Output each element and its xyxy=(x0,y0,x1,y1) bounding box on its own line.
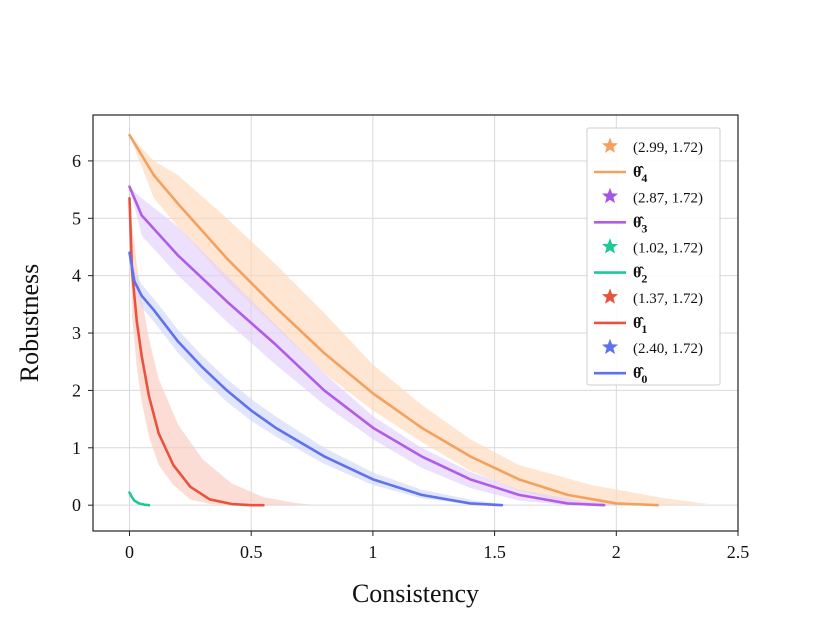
y-tick-label: 6 xyxy=(72,151,81,171)
legend-series-label: θ̂2 xyxy=(633,265,647,286)
y-tick-label: 0 xyxy=(72,495,81,515)
band-theta-4 xyxy=(129,135,709,506)
legend-series-label: θ̂4 xyxy=(633,164,647,185)
legend-star-theta-1 xyxy=(601,288,619,304)
y-tick-label: 2 xyxy=(72,380,81,400)
line-theta-1 xyxy=(128,196,265,507)
legend: (2.99, 1.72) θ̂4 (2.87, 1.72) θ̂3 (1.02, 1.7… xyxy=(586,127,721,386)
legend-star-theta-4 xyxy=(601,137,619,153)
legend-star-label: (2.99, 1.72) xyxy=(633,140,703,156)
legend-series-label: θ̂3 xyxy=(633,214,647,235)
y-tick-label: 5 xyxy=(72,208,81,228)
y-tick-label: 4 xyxy=(72,266,81,286)
legend-series-label: θ̂0 xyxy=(633,365,647,386)
y-axis-label: Robustness xyxy=(15,264,44,382)
legend-star-label: (2.40, 1.72) xyxy=(633,341,703,357)
legend-star-theta-3 xyxy=(601,187,619,204)
x-tick-label: 2.5 xyxy=(727,542,750,562)
x-tick-label: 1.5 xyxy=(483,542,506,562)
y-axis-ticks: 0 1 2 3 4 5 6 xyxy=(72,151,93,515)
y-tick-label: 3 xyxy=(72,323,81,343)
legend-star-label: (1.02, 1.72) xyxy=(633,241,703,257)
plot-frame xyxy=(92,114,739,532)
legend-star-theta-0 xyxy=(601,338,619,355)
x-tick-label: 1 xyxy=(368,542,377,562)
legend-box xyxy=(586,127,721,386)
legend-star-label: (2.87, 1.72) xyxy=(633,190,703,206)
x-axis-ticks: 0 0.5 1 1.5 2 2.5 xyxy=(125,531,749,562)
x-tick-label: 0.5 xyxy=(240,542,263,562)
x-tick-label: 0 xyxy=(125,542,134,562)
legend-series-label: θ̂1 xyxy=(633,315,647,336)
x-tick-label: 2 xyxy=(612,542,621,562)
legend-star-theta-2 xyxy=(601,238,619,254)
line-theta-3 xyxy=(128,185,606,507)
line-theta-4 xyxy=(128,133,659,507)
line-theta-0 xyxy=(128,251,504,507)
x-axis-label: Consistency xyxy=(352,579,479,608)
legend-star-label: (1.37, 1.72) xyxy=(633,291,703,307)
line-theta-2 xyxy=(128,491,151,507)
y-tick-label: 1 xyxy=(72,438,81,458)
series-lines xyxy=(128,133,659,507)
band-theta-1 xyxy=(129,198,313,506)
